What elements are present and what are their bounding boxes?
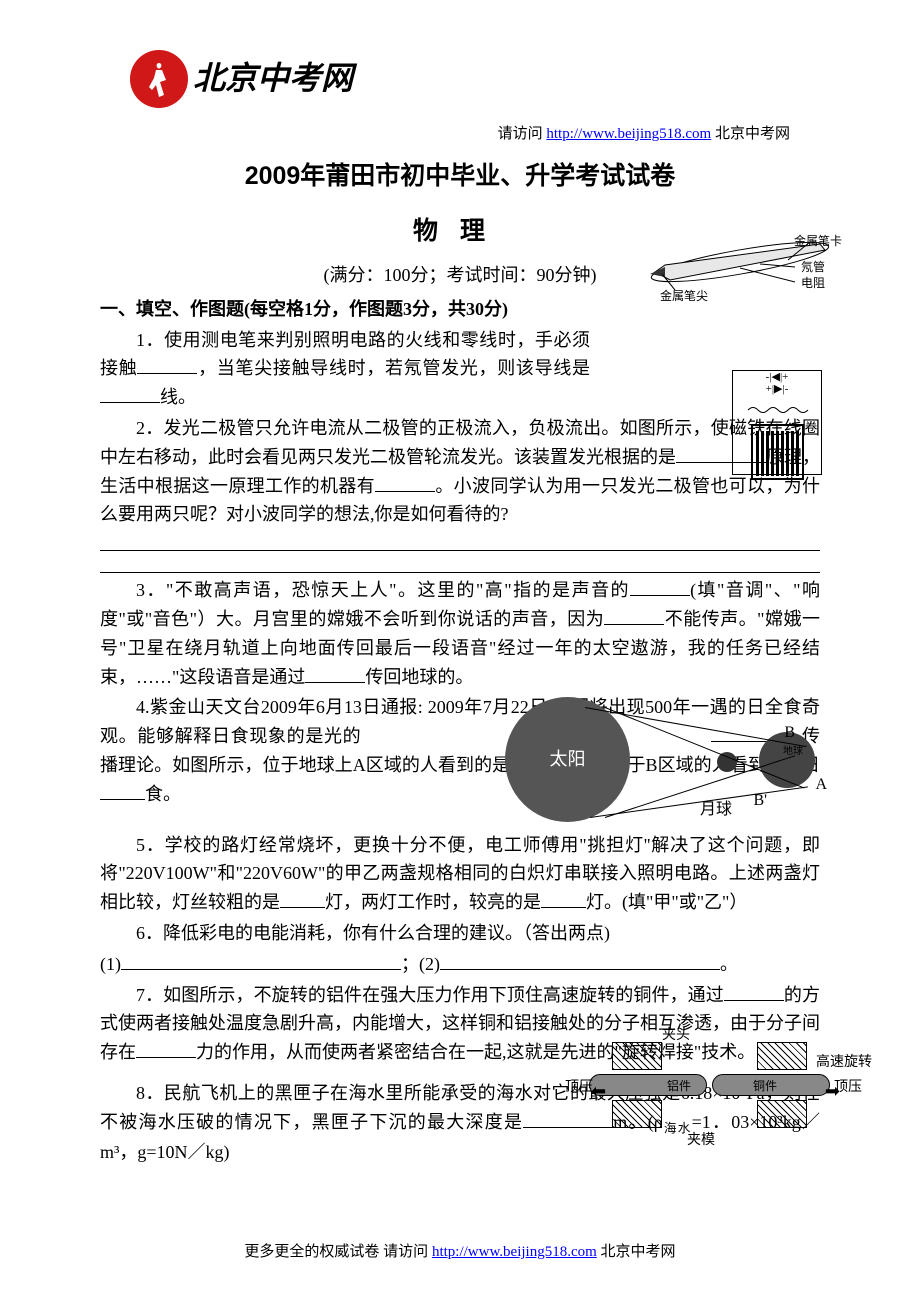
header-link[interactable]: http://www.beijing518.com [546, 126, 711, 142]
answer-line [100, 531, 820, 551]
coil-frame [751, 424, 804, 480]
weld-label-jiamo: 夹模 [687, 1130, 715, 1152]
earth-label: 地球 [783, 744, 803, 760]
coil-bars [755, 431, 800, 476]
blank [100, 782, 145, 800]
q1-text-c: 线。 [160, 387, 196, 407]
figure-eclipse: 太阳 B A B' 月球 地球 [505, 702, 815, 822]
blank [280, 890, 325, 908]
arrow-right-icon: ➡ [825, 1077, 840, 1106]
logo-figure-icon [146, 60, 172, 98]
question-6: 6．降低彩电的电能消耗，你有什么合理的建议。（答出两点) [100, 919, 820, 948]
q3-text-a: 3．"不敢高声语，恐惊天上人"。这里的"高"指的是声音的 [136, 580, 630, 600]
sun-label: 太阳 [550, 745, 586, 774]
q1-text-b: ，当笔尖接触导线时，若氖管发光，则该导线是 [197, 358, 590, 378]
answer-line [100, 553, 820, 573]
clamp-bl [612, 1100, 662, 1128]
q4-text-d: 食。 [145, 784, 181, 804]
arrow-left-icon: ➡ [591, 1077, 606, 1106]
label-b: B [784, 720, 795, 746]
blank [305, 665, 365, 683]
q3-text-d: 传回地球的。 [365, 667, 473, 687]
blank [541, 890, 586, 908]
blank [121, 952, 401, 970]
header-link-suffix: 北京中考网 [715, 126, 790, 142]
pen-label-clip: 金属笔卡 [794, 232, 842, 251]
ray-line [590, 786, 808, 818]
question-1: 1．使用测电笔来判别照明电路的火线和零线时，手必须接触，当笔尖接触导线时，若氖管… [100, 326, 590, 412]
q6-2: ；(2) [401, 954, 440, 974]
clamp-tl [612, 1042, 662, 1070]
q6-1: (1) [100, 954, 121, 974]
figure-weld: 夹头 高速旋转 顶压 顶压 铝件 铜件 夹模 ➡ ➡ [597, 1030, 822, 1150]
q7-text-a: 7．如图所示，不旋转的铝件在强大压力作用下顶住高速旋转的铜件，通过 [136, 985, 724, 1005]
pen-label-resistor: 电阻 [801, 274, 825, 293]
moon-label: 月球 [700, 797, 732, 823]
blank [375, 474, 435, 492]
exam-title: 2009年莆田市初中毕业、升学考试试卷 [100, 156, 820, 196]
question-5: 5．学校的路灯经常烧坏，更换十分不便，电工师傅用"挑担灯''解决了这个问题，即将… [100, 831, 820, 917]
footer-prefix: 更多更全的权威试卷 请访问 [244, 1244, 428, 1260]
figure-coil: -|◀|+ +|▶|- [732, 370, 822, 475]
pen-label-tip: 金属笔尖 [660, 287, 708, 306]
footer-suffix: 北京中考网 [601, 1244, 676, 1260]
weld-label-dingya-l: 顶压 [565, 1077, 593, 1099]
question-3: 3．"不敢高声语，恐惊天上人"。这里的"高"指的是声音的(填"音调"、"响度"或… [100, 576, 820, 691]
clamp-tr [757, 1042, 807, 1070]
label-a: A [815, 772, 827, 798]
header-link-prefix: 请访问 [498, 126, 543, 142]
weld-label-highspeed: 高速旋转 [816, 1052, 872, 1074]
blank [630, 578, 690, 596]
q5-text-c: 灯。(填"甲"或"乙"） [586, 892, 747, 912]
diode-bottom: +|▶|- [733, 383, 821, 395]
blank [440, 952, 720, 970]
blank [100, 385, 160, 403]
sun: 太阳 [505, 697, 630, 822]
q5-text-b: 灯，两灯工作时，较亮的是 [325, 892, 541, 912]
footer: 更多更全的权威试卷 请访问 http://www.beijing518.com … [0, 1240, 920, 1264]
blank [604, 607, 664, 625]
blank [137, 356, 197, 374]
logo-text: 北京中考网 [193, 53, 353, 104]
spring-icon [733, 405, 821, 415]
clamp-br [757, 1100, 807, 1128]
weld-label-tong: 铜件 [753, 1077, 777, 1096]
blank [136, 1040, 196, 1058]
blank [724, 983, 784, 1001]
question-2: 2．发光二极管只允许电流从二极管的正极流入，负极流出。如图所示，使磁铁在线圈中左… [100, 414, 820, 529]
diode-top: -|◀|+ [733, 371, 821, 383]
logo-container: 北京中考网 [130, 50, 353, 108]
question-6-answers: (1) ；(2) 。 [100, 950, 820, 979]
label-b2: B' [753, 788, 767, 814]
figure-pen: 金属笔卡 氖管 电阻 金属笔尖 [640, 232, 840, 312]
header-link-line: 请访问 http://www.beijing518.com 北京中考网 [100, 122, 820, 146]
moon [717, 752, 737, 772]
q6-text-a: 6．降低彩电的电能消耗，你有什么合理的建议。（答出两点) [136, 923, 610, 943]
weld-label-jiatou: 夹头 [662, 1025, 690, 1047]
weld-label-lv: 铝件 [667, 1077, 691, 1096]
q6-end: 。 [720, 954, 738, 974]
footer-link[interactable]: http://www.beijing518.com [432, 1244, 597, 1260]
logo-circle [130, 50, 188, 108]
